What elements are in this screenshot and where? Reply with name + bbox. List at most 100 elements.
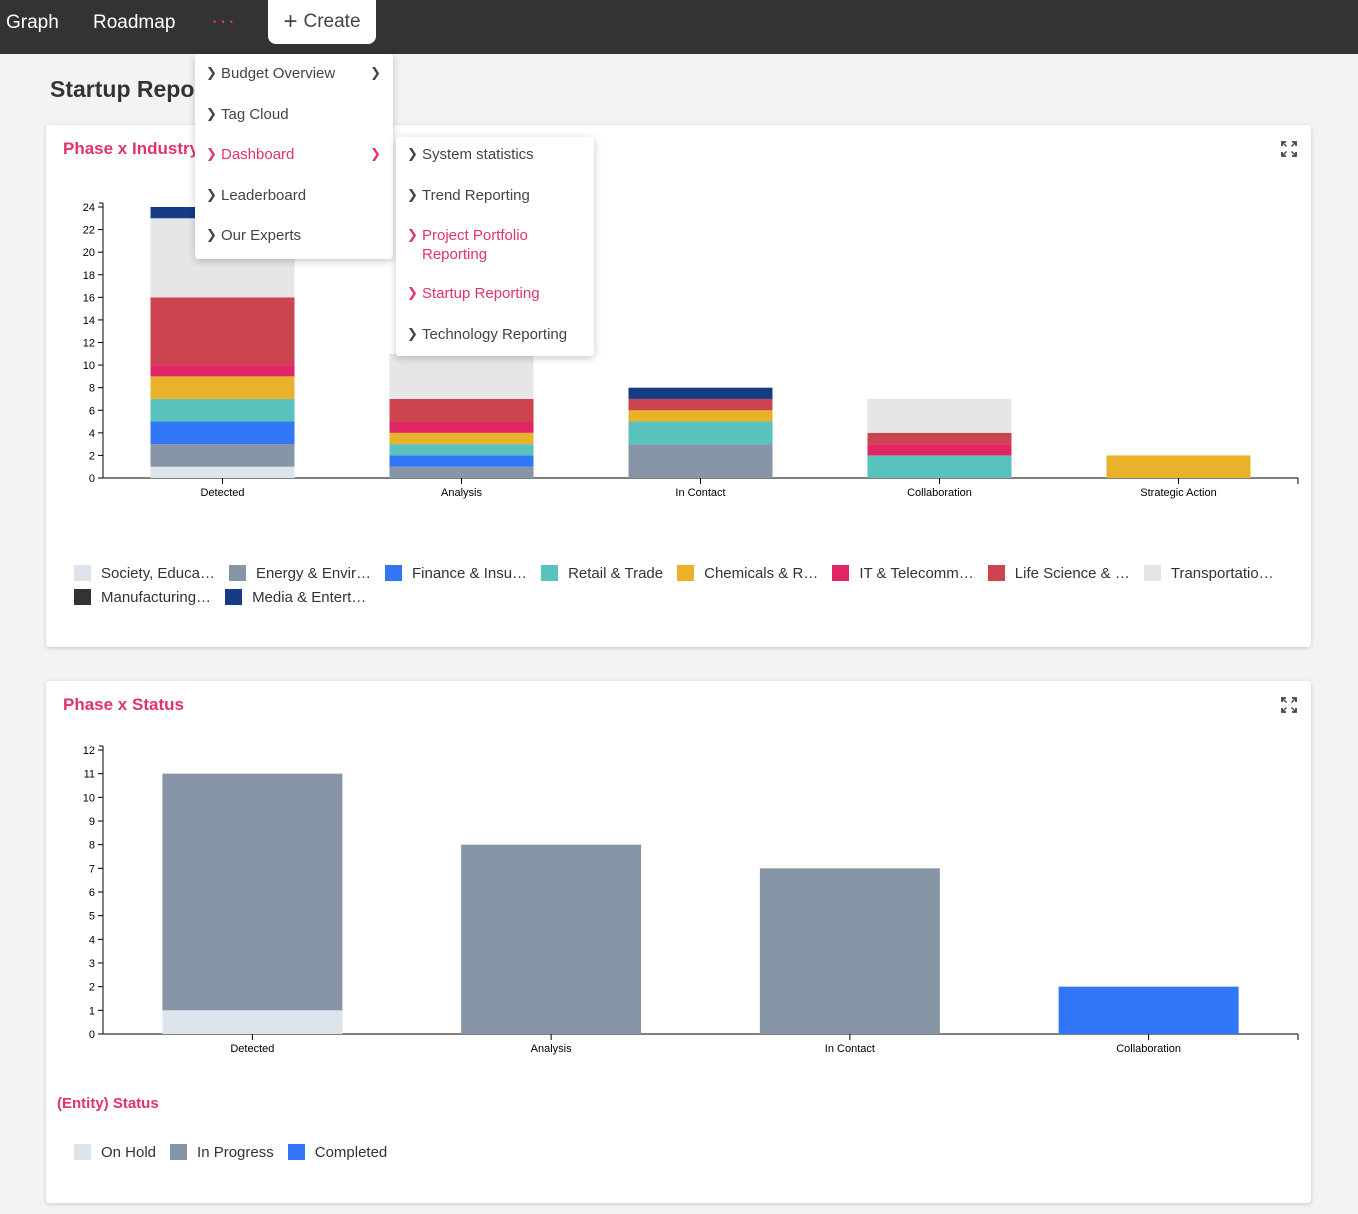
legend-label: Retail & Trade (568, 564, 664, 582)
create-button-label: Create (303, 11, 361, 32)
menu-item-leaderboard[interactable]: ❯ Leaderboard (206, 187, 307, 204)
x-tick-label: Collaboration (1116, 1043, 1181, 1055)
x-tick-label: In Contact (675, 487, 725, 499)
y-tick-label: 20 (83, 247, 95, 259)
menu-item-tag-cloud[interactable]: ❯ Tag Cloud (206, 106, 289, 123)
bar-segment (1106, 455, 1251, 478)
legend-item[interactable]: Transportatio… (1143, 564, 1274, 582)
nav-item-roadmap[interactable]: Roadmap (93, 12, 176, 33)
nav-item-graph[interactable]: Graph (6, 12, 59, 33)
y-tick-label: 8 (89, 840, 95, 852)
legend-swatch (677, 565, 695, 581)
y-tick-label: 12 (83, 338, 95, 350)
legend-label: Society, Educa… (101, 564, 215, 582)
chevron-right-icon: ❯ (206, 227, 217, 242)
y-tick-label: 5 (89, 911, 95, 923)
y-tick-label: 9 (89, 816, 95, 828)
chevron-right-icon: ❯ (206, 146, 217, 161)
y-tick-label: 1 (89, 1005, 95, 1017)
chevron-right-icon: ❯ (407, 146, 418, 161)
submenu-item-technology-reporting[interactable]: ❯ Technology Reporting (407, 326, 568, 343)
legend-label: Transportatio… (1170, 564, 1274, 582)
legend-item[interactable]: Society, Educa… (74, 564, 215, 582)
bar-segment (628, 387, 773, 399)
submenu-item-trend-reporting[interactable]: ❯ Trend Reporting (407, 187, 530, 204)
legend-swatch (170, 1144, 188, 1160)
legend-item[interactable]: In Progress (170, 1143, 274, 1161)
legend-swatch (74, 1144, 91, 1160)
legend-label: Chemicals & R… (704, 564, 819, 582)
legend-item[interactable]: Energy & Envir… (228, 564, 371, 582)
expand-icon[interactable] (1281, 697, 1297, 713)
y-tick-label: 2 (89, 450, 95, 462)
legend-item[interactable]: On Hold (74, 1143, 156, 1161)
submenu-item-startup-reporting[interactable]: ❯ Startup Reporting (407, 285, 540, 302)
menu-item-our-experts[interactable]: ❯ Our Experts (206, 227, 302, 244)
bar-segment (150, 444, 295, 467)
y-tick-label: 24 (83, 202, 95, 214)
x-tick-label: Strategic Action (1140, 487, 1216, 499)
menu-item-budget-overview[interactable]: ❯ Budget Overview ❯ (206, 65, 381, 82)
expand-icon[interactable] (1281, 141, 1297, 157)
bar-segment (867, 432, 1012, 445)
legend-label: IT & Telecomm… (859, 564, 974, 582)
bar-segment (389, 444, 534, 456)
plus-icon: + (283, 8, 298, 35)
legend-swatch (1143, 565, 1161, 581)
chevron-right-icon: ❯ (407, 187, 418, 202)
chevron-right-icon: ❯ (407, 227, 418, 242)
status-legend-title: (Entity) Status (57, 1095, 159, 1112)
bar-segment (389, 432, 534, 445)
legend-item[interactable]: IT & Telecomm… (832, 564, 974, 582)
bar-segment (150, 421, 295, 445)
legend-swatch (74, 589, 91, 605)
legend-item[interactable]: Chemicals & R… (677, 564, 818, 582)
bar-segment (628, 421, 773, 445)
legend-item[interactable]: Finance & Insu… (385, 564, 527, 582)
bar-segment (389, 353, 534, 399)
legend-item[interactable]: Media & Entert… (225, 588, 366, 606)
bar-segment (389, 466, 534, 478)
chevron-right-icon: ❯ (206, 65, 217, 80)
submenu-item-system-statistics[interactable]: ❯ System statistics (407, 146, 534, 163)
legend-item[interactable]: Completed (287, 1143, 387, 1161)
y-tick-label: 4 (89, 428, 95, 440)
submenu-item-project-portfolio-reporting[interactable]: ❯ Project Portfolio Reporting (407, 227, 528, 263)
legend-item[interactable]: Manufacturing… (74, 588, 211, 606)
y-tick-label: 10 (83, 360, 95, 372)
legend-label: Energy & Envir… (255, 564, 371, 582)
bar-segment (150, 398, 295, 422)
y-tick-label: 16 (83, 292, 95, 304)
bar-segment (150, 376, 295, 399)
bar-segment (150, 365, 295, 377)
bar-segment (162, 1010, 343, 1034)
bar-segment (628, 398, 773, 411)
y-tick-label: 8 (89, 383, 95, 395)
bar-segment (867, 398, 1012, 433)
bar-segment (628, 410, 773, 422)
y-tick-label: 2 (89, 982, 95, 994)
legend-swatch (287, 1144, 305, 1160)
more-dropdown-menu: ❯ Budget Overview ❯ ❯ Tag Cloud ❯ Dashbo… (195, 54, 393, 259)
legend-label: Life Science & … (1014, 564, 1130, 582)
x-tick-label: Analysis (441, 487, 482, 499)
legend-swatch (228, 565, 246, 581)
dashboard-submenu: ❯ System statistics ❯ Trend Reporting ❯ … (396, 137, 594, 356)
bar-segment (389, 455, 534, 467)
menu-item-dashboard[interactable]: ❯ Dashboard ❯ (206, 146, 381, 163)
bar-segment (759, 868, 940, 1034)
bar-segment (867, 444, 1012, 456)
y-tick-label: 3 (89, 958, 95, 970)
create-button[interactable]: + Create (268, 0, 376, 44)
legend-item[interactable]: Life Science & … (987, 564, 1130, 582)
bar-segment (461, 844, 642, 1034)
y-tick-label: 4 (89, 934, 95, 946)
bar-segment (150, 297, 295, 366)
legend-label: Media & Entert… (252, 588, 367, 606)
more-menu-icon[interactable]: ··· (211, 8, 236, 33)
legend-label: Finance & Insu… (412, 564, 528, 582)
legend-swatch (541, 565, 559, 581)
legend-item[interactable]: Retail & Trade (541, 564, 663, 582)
legend-swatch (987, 565, 1005, 581)
